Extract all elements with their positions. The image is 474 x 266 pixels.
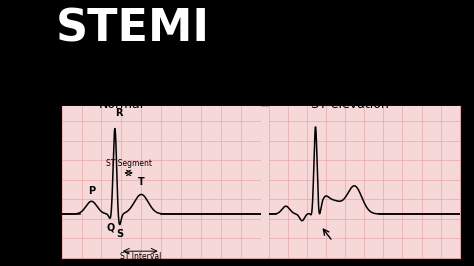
Text: STEMI: STEMI: [56, 8, 210, 51]
Text: ST elevation: ST elevation: [311, 98, 389, 111]
Text: R: R: [115, 108, 122, 118]
Text: T: T: [138, 177, 145, 187]
Text: P: P: [88, 186, 95, 196]
Text: S: S: [116, 230, 123, 239]
Text: Normal: Normal: [99, 98, 144, 111]
Text: ST Segment: ST Segment: [106, 159, 152, 168]
Text: Q: Q: [106, 223, 115, 233]
Text: ST Interval: ST Interval: [119, 252, 161, 261]
